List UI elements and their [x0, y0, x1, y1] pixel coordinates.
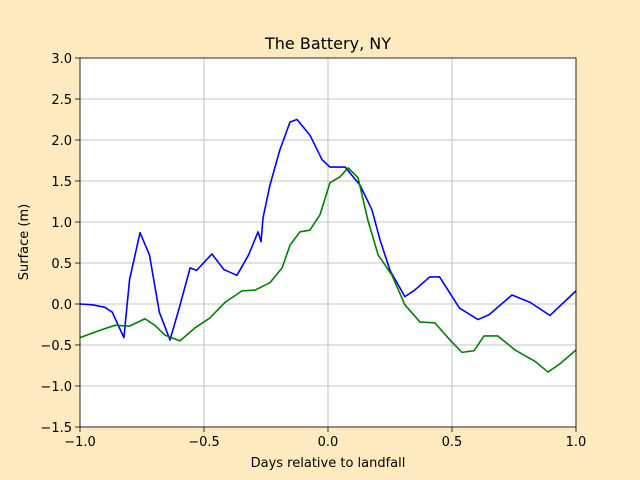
y-tick-label: 0.5 [51, 257, 72, 272]
x-tick-label: 0.0 [318, 435, 339, 450]
lines [79, 118, 577, 373]
y-tick-label: −1.0 [40, 380, 72, 395]
y-tick-label: −1.5 [40, 421, 72, 436]
y-tick-label: 1.0 [51, 216, 72, 231]
y-tick-label: 2.5 [51, 93, 72, 108]
x-axis-label: Days relative to landfall [251, 456, 406, 471]
series-line [79, 118, 577, 341]
ticks: −1.0 −0.5 0.0 0.5 1.0−1.5−1.0−0.50.00.51.01.… [40, 52, 586, 450]
y-tick-label: 2.0 [51, 134, 72, 149]
chart-title: The Battery, NY [264, 34, 391, 53]
y-tick-label: 0.0 [51, 298, 72, 313]
y-tick-label: −0.5 [40, 339, 72, 354]
x-tick-label: 1.0 [566, 435, 587, 450]
series-line [79, 167, 577, 373]
y-axis-label: Surface (m) [17, 204, 32, 280]
x-tick-label: −1.0 [64, 435, 96, 450]
y-tick-label: 1.5 [51, 175, 72, 190]
x-tick-label: −0.5 [188, 435, 220, 450]
x-tick-label: 0.5 [442, 435, 463, 450]
y-tick-label: 3.0 [51, 52, 72, 67]
